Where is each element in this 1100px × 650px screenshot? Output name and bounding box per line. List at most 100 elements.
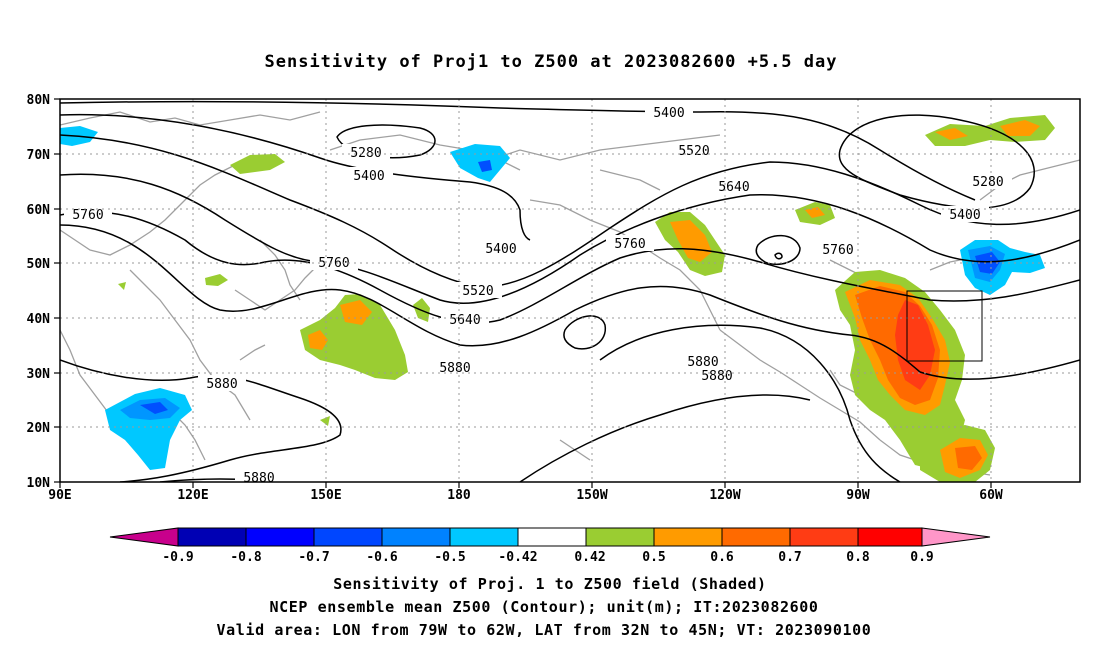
shade-blue-h: [140, 402, 168, 414]
colorbar-segment: [653, 527, 723, 547]
shade-orange-k2: [1000, 120, 1040, 136]
valid-area-box: [906, 290, 983, 362]
svg-text:5880: 5880: [701, 369, 732, 384]
svg-text:5520: 5520: [462, 284, 493, 299]
contour-label: 5280: [964, 173, 1012, 190]
colorbar-label: -0.9: [162, 550, 193, 565]
lat-tick-label: 40N: [27, 312, 51, 327]
svg-text:5400: 5400: [949, 208, 980, 223]
svg-text:5280: 5280: [972, 175, 1003, 190]
lon-tick-label: 90W: [846, 488, 870, 503]
colorbar-segment: [517, 527, 587, 547]
contour-label: 5520: [454, 282, 502, 299]
svg-text:5880: 5880: [439, 361, 470, 376]
lon-tick-label: 120W: [709, 488, 740, 503]
lat-labels: 80N 70N 60N 50N 40N 30N 20N 10N: [27, 93, 51, 491]
contour-label: 5880: [693, 367, 741, 384]
shade-blue-l: [975, 252, 1000, 274]
lon-tick-label: 60W: [979, 488, 1003, 503]
svg-text:5880: 5880: [206, 377, 237, 392]
colorbar-segment: [721, 527, 791, 547]
svg-text:5760: 5760: [318, 256, 349, 271]
contour-label: 5760: [64, 206, 112, 223]
svg-text:5760: 5760: [822, 243, 853, 258]
lon-axis: [59, 482, 992, 488]
contour-label: 5640: [710, 178, 758, 195]
colorbar-segment: [585, 527, 655, 547]
contour-label: 5400: [477, 240, 525, 257]
colorbar-segment: [177, 527, 247, 547]
contour-label: 5400: [941, 206, 989, 223]
colorbar-label: 0.7: [778, 550, 801, 565]
lon-tick-label: 150E: [310, 488, 341, 503]
shade-orange-j: [805, 207, 825, 218]
svg-text:5640: 5640: [449, 313, 480, 328]
contour-label: 5880: [235, 470, 283, 486]
lon-tick-label: 150W: [576, 488, 607, 503]
svg-text:5400: 5400: [485, 242, 516, 257]
caption-line-2: NCEP ensemble mean Z500 (Contour); unit(…: [270, 598, 819, 616]
svg-text:5400: 5400: [653, 106, 684, 121]
colorbar-label: 0.42: [574, 550, 605, 565]
contour-label: 5280: [342, 144, 390, 161]
lon-labels: 90E 120E 150E 180 150W 120W 90W 60W: [48, 488, 1003, 503]
lat-tick-label: 10N: [27, 476, 51, 491]
colorbar-label: 0.8: [846, 550, 870, 565]
contour-label: 5760: [814, 241, 862, 258]
colorbar-label: -0.8: [230, 550, 261, 565]
colorbar-label: 0.5: [642, 550, 665, 565]
lon-tick-label: 180: [447, 488, 471, 503]
shade-orange-e1: [340, 300, 372, 325]
contour-label: 5520: [670, 142, 718, 159]
colorbar-segment: [449, 527, 519, 547]
shade-orange-e2: [308, 330, 328, 350]
colorbar-end-right: [921, 527, 991, 547]
svg-text:5760: 5760: [614, 237, 645, 252]
colorbar-segment: [313, 527, 383, 547]
lon-tick-label: 90E: [48, 488, 71, 503]
contour-label: 5880: [198, 375, 246, 392]
caption-line-3: Valid area: LON from 79W to 62W, LAT fro…: [217, 621, 872, 639]
contour-label: 5760: [606, 235, 654, 252]
lat-tick-label: 20N: [27, 421, 51, 436]
shade-blue-b: [478, 160, 492, 172]
shade-dorange-n: [955, 446, 982, 470]
shade-green-e: [300, 294, 408, 380]
contour-label: 5400: [645, 104, 693, 121]
colorbar-segment: [245, 527, 315, 547]
contour-label: 5760: [310, 254, 358, 271]
lat-tick-label: 60N: [27, 203, 51, 218]
lat-axis: [54, 98, 60, 483]
svg-text:5400: 5400: [353, 169, 384, 184]
lon-tick-label: 120E: [177, 488, 208, 503]
shade-green-g: [320, 416, 330, 426]
contour-label: 5880: [679, 353, 727, 370]
colorbar-end-left: [109, 527, 179, 547]
shade-green-a: [230, 154, 285, 174]
colorbar-label: -0.7: [298, 550, 329, 565]
map-frame: [59, 98, 1081, 483]
shade-orange-i: [670, 220, 712, 262]
lat-tick-label: 70N: [27, 148, 51, 163]
shade-red-m: [895, 300, 935, 390]
lat-tick-label: 30N: [27, 367, 51, 382]
shade-green-d: [118, 282, 126, 290]
svg-text:5760: 5760: [72, 208, 103, 223]
colorbar-segment: [381, 527, 451, 547]
figure-title: Sensitivity of Proj1 to Z500 at 20230826…: [265, 52, 838, 72]
lat-tick-label: 80N: [27, 93, 51, 108]
contour-label: 5640: [441, 311, 489, 328]
shade-green-c: [205, 274, 228, 286]
svg-text:5880: 5880: [243, 471, 274, 486]
lat-tick-label: 50N: [27, 257, 51, 272]
caption-line-1: Sensitivity of Proj. 1 to Z500 field (Sh…: [333, 575, 766, 593]
svg-text:5520: 5520: [678, 144, 709, 159]
colorbar-segment: [857, 527, 923, 547]
graticule: [60, 99, 1080, 482]
colorbar-label: -0.6: [366, 550, 397, 565]
colorbar-label: -0.5: [434, 550, 465, 565]
colorbar-segment: [789, 527, 859, 547]
colorbar-label: -0.42: [498, 550, 537, 565]
map-panel: 5400 5280 5400 5520 5640 5280 5400 5760 …: [27, 93, 1081, 503]
